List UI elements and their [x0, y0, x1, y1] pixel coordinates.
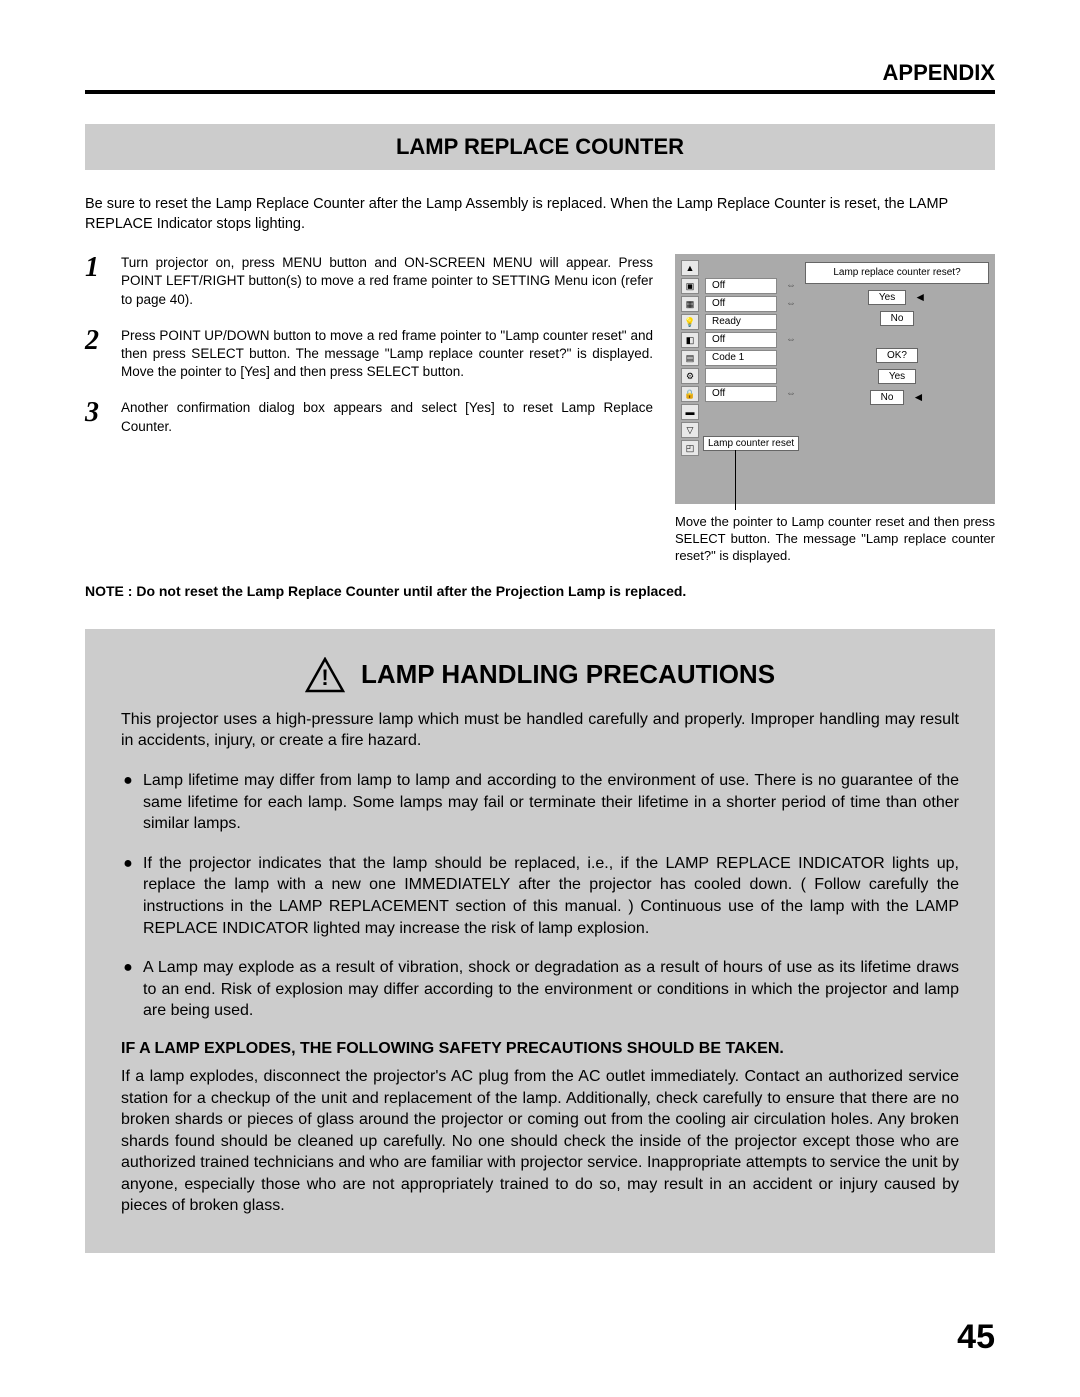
- arrow-icon: ⇔: [783, 332, 799, 348]
- bullet-item: ● Lamp lifetime may differ from lamp to …: [121, 770, 959, 835]
- pointer-icon: ◄: [912, 390, 924, 405]
- menu-icon: ▦: [681, 296, 699, 312]
- step-2: 2 Press POINT UP/DOWN button to move a r…: [85, 327, 653, 382]
- pointer-icon: ◄: [914, 290, 926, 305]
- no-button[interactable]: No: [880, 311, 915, 326]
- bullet-icon: ●: [121, 770, 135, 835]
- step-num: 1: [85, 254, 109, 309]
- menu-value: Off: [705, 296, 777, 312]
- step-text: Press POINT UP/DOWN button to move a red…: [121, 327, 653, 382]
- menu-value: Code 1: [705, 350, 777, 366]
- yes-button[interactable]: Yes: [878, 369, 916, 384]
- menu-icon: ▣: [681, 278, 699, 294]
- menu-value: Ready: [705, 314, 777, 330]
- bullet-text: If the projector indicates that the lamp…: [143, 853, 959, 939]
- explosion-text: If a lamp explodes, disconnect the proje…: [121, 1066, 959, 1217]
- callout-line: [735, 450, 736, 510]
- step-1: 1 Turn projector on, press MENU button a…: [85, 254, 653, 309]
- precautions-title: LAMP HANDLING PRECAUTIONS: [361, 659, 775, 690]
- bullet-item: ● A Lamp may explode as a result of vibr…: [121, 957, 959, 1022]
- menu-icon: ▤: [681, 350, 699, 366]
- bullet-icon: ●: [121, 853, 135, 939]
- menu-icon: ◧: [681, 332, 699, 348]
- arrow-icon: ⇔: [783, 386, 799, 402]
- menu-icon: 💡: [681, 314, 699, 330]
- step-text: Another confirmation dialog box appears …: [121, 399, 653, 435]
- menu-icon: ▽: [681, 422, 699, 438]
- section-title-lamp-counter: LAMP REPLACE COUNTER: [85, 124, 995, 170]
- step-text: Turn projector on, press MENU button and…: [121, 254, 653, 309]
- no-button[interactable]: No: [870, 390, 905, 405]
- menu-icon: 🔒: [681, 386, 699, 402]
- menu-screenshot: ▲ ▣ ▦ 💡 ◧ ▤ ⚙ 🔒 ▬ ▽ ◰ Off: [675, 254, 995, 504]
- menu-value: Off: [705, 386, 777, 402]
- step-num: 3: [85, 399, 109, 435]
- note-text: NOTE : Do not reset the Lamp Replace Cou…: [85, 583, 995, 599]
- screenshot-caption: Move the pointer to Lamp counter reset a…: [675, 514, 995, 565]
- steps-column: 1 Turn projector on, press MENU button a…: [85, 254, 653, 565]
- lamp-counter-reset-label: Lamp counter reset: [703, 436, 799, 451]
- yes-button[interactable]: Yes: [868, 290, 906, 305]
- menu-icon: ▬: [681, 404, 699, 420]
- bullet-text: A Lamp may explode as a result of vibrat…: [143, 957, 959, 1022]
- menu-icon: ◰: [681, 440, 699, 456]
- appendix-header: APPENDIX: [85, 60, 995, 94]
- precautions-intro: This projector uses a high-pressure lamp…: [121, 709, 959, 752]
- menu-icon: ⚙: [681, 368, 699, 384]
- menu-value: [705, 368, 777, 384]
- dialog-question: Lamp replace counter reset?: [805, 262, 989, 284]
- step-3: 3 Another confirmation dialog box appear…: [85, 399, 653, 435]
- ok-label: OK?: [876, 348, 918, 363]
- step-num: 2: [85, 327, 109, 382]
- menu-value: Off: [705, 332, 777, 348]
- warning-icon: !: [305, 657, 345, 693]
- bullet-item: ● If the projector indicates that the la…: [121, 853, 959, 939]
- svg-text:!: !: [321, 665, 328, 690]
- page-number: 45: [957, 1318, 995, 1357]
- menu-value: Off: [705, 278, 777, 294]
- explosion-heading: IF A LAMP EXPLODES, THE FOLLOWING SAFETY…: [121, 1040, 959, 1058]
- bullet-text: Lamp lifetime may differ from lamp to la…: [143, 770, 959, 835]
- arrow-icon: ⇔: [783, 278, 799, 294]
- menu-icon: ▲: [681, 260, 699, 276]
- intro-text: Be sure to reset the Lamp Replace Counte…: [85, 195, 995, 234]
- bullet-icon: ●: [121, 957, 135, 1022]
- arrow-icon: ⇔: [783, 296, 799, 312]
- precautions-box: ! LAMP HANDLING PRECAUTIONS This project…: [85, 629, 995, 1253]
